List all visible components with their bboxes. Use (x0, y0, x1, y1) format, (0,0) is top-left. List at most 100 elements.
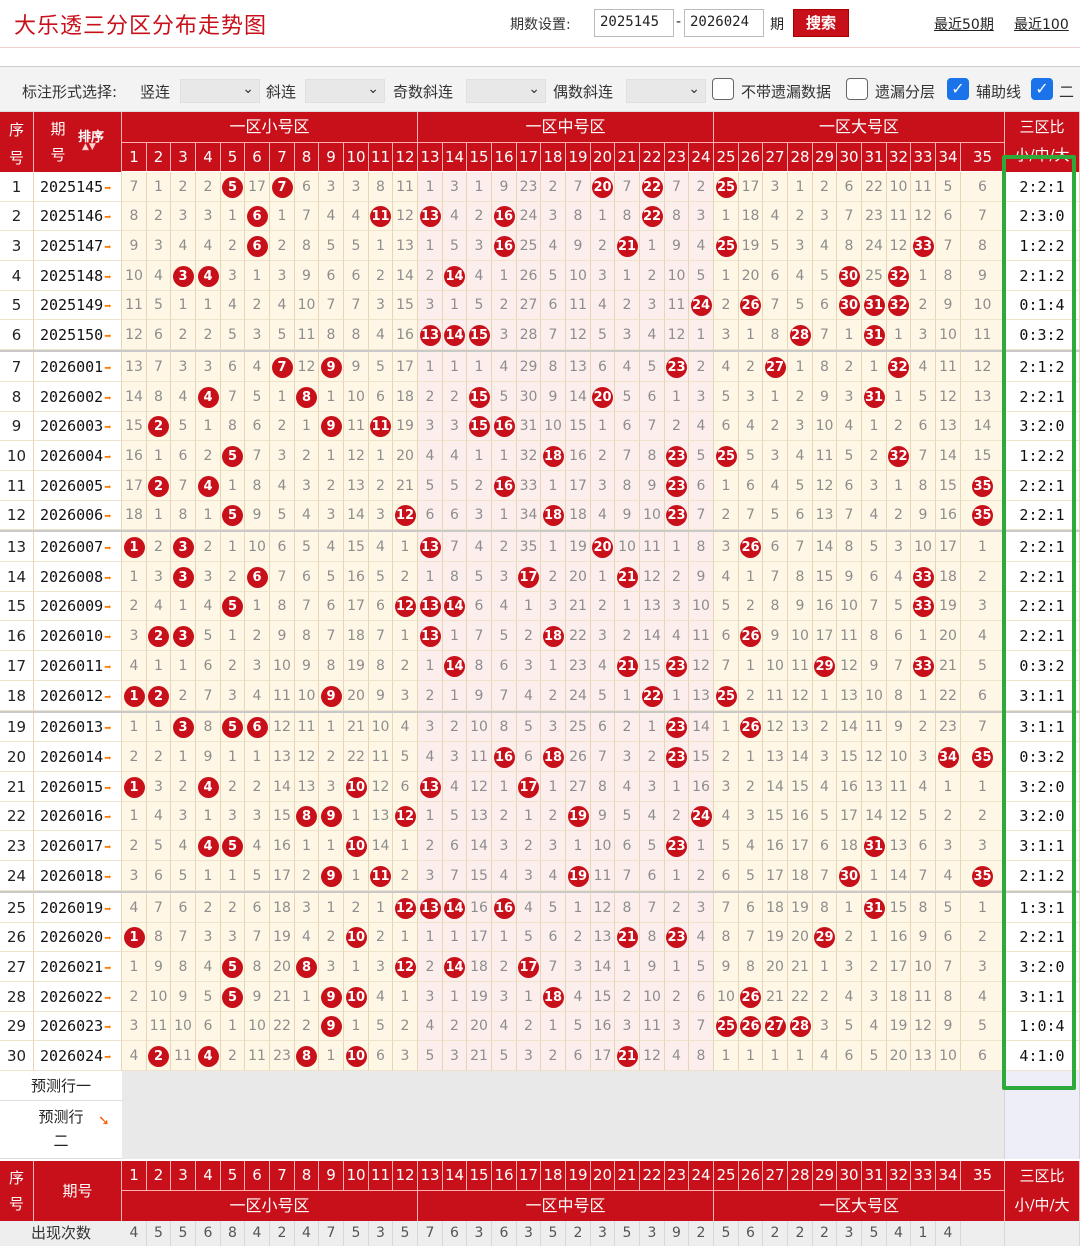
arrow-right-icon[interactable]: ➡ (104, 509, 112, 523)
sort-arrows-icon[interactable]: ▲▼ (82, 142, 96, 152)
period-number[interactable]: 2026006 (40, 506, 104, 524)
period-number[interactable]: 2026001 (40, 358, 104, 376)
prediction-row-1[interactable] (122, 1071, 1005, 1101)
period-number[interactable]: 2026021 (40, 958, 104, 976)
row-period[interactable]: 2026008➡ (34, 562, 122, 592)
aux-line-checkbox[interactable]: ✓ (947, 78, 969, 100)
row-period[interactable]: 2026010➡ (34, 621, 122, 651)
row-period[interactable]: 2026024➡ (34, 1041, 122, 1071)
row-period[interactable]: 2026006➡ (34, 501, 122, 530)
period-number[interactable]: 2026005 (40, 477, 104, 495)
period-number[interactable]: 2026024 (40, 1047, 104, 1065)
arrow-right-icon[interactable]: ➡ (104, 450, 112, 464)
row-period[interactable]: 2026017➡ (34, 831, 122, 861)
period-number[interactable]: 2026022 (40, 988, 104, 1006)
period-number[interactable]: 2026010 (40, 627, 104, 645)
row-period[interactable]: 2026012➡ (34, 681, 122, 711)
period-header[interactable]: 期号 排序 ▲▼ (34, 112, 122, 172)
period-number[interactable]: 2025145 (40, 178, 104, 196)
search-button[interactable]: 搜索 (793, 9, 849, 37)
arrow-right-icon[interactable]: ➡ (104, 361, 112, 375)
period-end-input[interactable]: 2026024 (684, 9, 764, 37)
arrow-right-icon[interactable]: ➡ (104, 210, 112, 224)
arrow-right-icon[interactable]: ➡ (104, 840, 112, 854)
row-period[interactable]: 2026020➡ (34, 923, 122, 952)
arrow-down-icon[interactable]: ➘ (98, 1113, 110, 1129)
row-period[interactable]: 2026005➡ (34, 471, 122, 501)
second-checkbox[interactable]: ✓ (1031, 78, 1053, 100)
period-number[interactable]: 2026002 (40, 388, 104, 406)
row-period[interactable]: 2026002➡ (34, 382, 122, 412)
row-period[interactable]: 2026013➡ (34, 713, 122, 742)
arrow-right-icon[interactable]: ➡ (104, 781, 112, 795)
arrow-right-icon[interactable]: ➡ (104, 181, 112, 195)
prediction-row-1-label[interactable]: 预测行一 (0, 1071, 122, 1101)
missing-layer-checkbox[interactable] (846, 78, 868, 100)
row-period[interactable]: 2026018➡ (34, 861, 122, 891)
arrow-right-icon[interactable]: ➡ (104, 870, 112, 884)
period-number[interactable]: 2026007 (40, 538, 104, 556)
period-number[interactable]: 2025147 (40, 237, 104, 255)
row-period[interactable]: 2026003➡ (34, 412, 122, 441)
period-number[interactable]: 2026018 (40, 867, 104, 885)
arrow-right-icon[interactable]: ➡ (104, 329, 112, 343)
arrow-right-icon[interactable]: ➡ (104, 961, 112, 975)
arrow-right-icon[interactable]: ➡ (104, 391, 112, 405)
even-diagonal-select[interactable]: ⌄ (626, 79, 706, 103)
period-number[interactable]: 2026004 (40, 447, 104, 465)
row-period[interactable]: 2026004➡ (34, 441, 122, 471)
recent-50-link[interactable]: 最近50期 (934, 17, 994, 33)
arrow-right-icon[interactable]: ➡ (104, 480, 112, 494)
period-number[interactable]: 2026008 (40, 568, 104, 586)
prediction-row-2-label[interactable]: 预测行二 ➘ (0, 1101, 122, 1159)
arrow-right-icon[interactable]: ➡ (104, 931, 112, 945)
arrow-right-icon[interactable]: ➡ (104, 541, 112, 555)
arrow-right-icon[interactable]: ➡ (104, 810, 112, 824)
arrow-right-icon[interactable]: ➡ (104, 299, 112, 313)
period-number[interactable]: 2026017 (40, 837, 104, 855)
row-period[interactable]: 2026016➡ (34, 802, 122, 831)
row-period[interactable]: 2026021➡ (34, 952, 122, 982)
row-period[interactable]: 2026023➡ (34, 1012, 122, 1041)
row-period[interactable]: 2026011➡ (34, 651, 122, 681)
sort-button[interactable]: 排序 (78, 130, 105, 145)
period-number[interactable]: 2025150 (40, 326, 104, 344)
period-number[interactable]: 2026016 (40, 807, 104, 825)
period-number[interactable]: 2025149 (40, 296, 104, 314)
row-period[interactable]: 2026019➡ (34, 893, 122, 923)
row-period[interactable]: 2025146➡ (34, 202, 122, 231)
row-period[interactable]: 2025150➡ (34, 320, 122, 350)
arrow-right-icon[interactable]: ➡ (104, 660, 112, 674)
arrow-right-icon[interactable]: ➡ (104, 630, 112, 644)
period-number[interactable]: 2026014 (40, 748, 104, 766)
arrow-right-icon[interactable]: ➡ (104, 751, 112, 765)
period-number[interactable]: 2026012 (40, 687, 104, 705)
row-period[interactable]: 2026009➡ (34, 592, 122, 621)
period-number[interactable]: 2025146 (40, 207, 104, 225)
odd-diagonal-select[interactable]: ⌄ (466, 79, 546, 103)
period-number[interactable]: 2026013 (40, 718, 104, 736)
period-number[interactable]: 2026009 (40, 597, 104, 615)
vertical-select[interactable]: ⌄ (180, 79, 260, 103)
period-number[interactable]: 2026023 (40, 1017, 104, 1035)
row-period[interactable]: 2026014➡ (34, 742, 122, 772)
arrow-right-icon[interactable]: ➡ (104, 690, 112, 704)
row-period[interactable]: 2025148➡ (34, 261, 122, 291)
period-number[interactable]: 2026019 (40, 899, 104, 917)
arrow-right-icon[interactable]: ➡ (104, 1020, 112, 1034)
arrow-right-icon[interactable]: ➡ (104, 600, 112, 614)
row-period[interactable]: 2026015➡ (34, 772, 122, 802)
recent-100-link[interactable]: 最近100 (1014, 17, 1069, 33)
arrow-right-icon[interactable]: ➡ (104, 1050, 112, 1064)
period-number[interactable]: 2026003 (40, 417, 104, 435)
row-period[interactable]: 2026001➡ (34, 352, 122, 382)
period-number[interactable]: 2026011 (40, 657, 104, 675)
row-period[interactable]: 2025149➡ (34, 291, 122, 320)
prediction-row-2[interactable] (122, 1101, 1005, 1159)
row-period[interactable]: 2025145➡ (34, 172, 122, 202)
arrow-right-icon[interactable]: ➡ (104, 270, 112, 284)
arrow-right-icon[interactable]: ➡ (104, 571, 112, 585)
period-number[interactable]: 2025148 (40, 267, 104, 285)
row-period[interactable]: 2026007➡ (34, 532, 122, 562)
arrow-right-icon[interactable]: ➡ (104, 902, 112, 916)
